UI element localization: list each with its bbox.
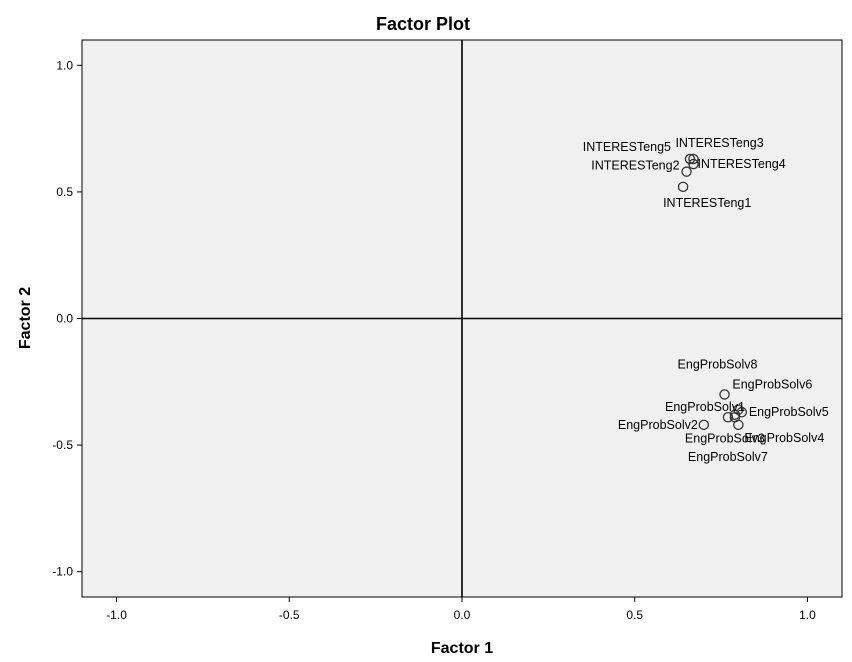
point-label: INTERESTeng4 (697, 157, 785, 171)
point-marker (719, 389, 730, 400)
point-marker (684, 153, 696, 165)
x-tick-label: 0.5 (626, 608, 643, 622)
point-marker (681, 166, 692, 177)
point-label: INTERESTeng2 (591, 159, 679, 173)
point-marker (736, 406, 748, 418)
point-marker (729, 411, 741, 423)
point-marker (722, 411, 734, 423)
point-label: EngProbSolv6 (732, 378, 812, 392)
x-axis-label: Factor 1 (431, 640, 493, 657)
point-marker (698, 419, 710, 431)
point-label: EngProbSolv5 (749, 405, 829, 419)
point-label: INTERESTeng5 (583, 140, 671, 154)
y-tick-label: 0.5 (56, 185, 73, 199)
point-label: INTERESTeng3 (675, 136, 763, 150)
x-tick-label: 1.0 (799, 608, 816, 622)
point-marker (677, 181, 689, 193)
y-tick-label: 1.0 (56, 58, 73, 72)
point-label: EngProbSolv8 (678, 357, 758, 371)
point-label: EngProbSolv1 (665, 400, 745, 414)
point-label: EngProbSolv4 (744, 431, 824, 445)
point-label: EngProbSolv2 (618, 418, 698, 432)
y-tick-label: -1.0 (52, 565, 73, 579)
y-axis-label: Factor 2 (17, 287, 34, 349)
y-tick-label: -0.5 (52, 438, 73, 452)
y-tick-label: 0.0 (56, 312, 73, 326)
x-tick-label: -0.5 (279, 608, 300, 622)
point-label: EngProbSolv7 (688, 450, 768, 464)
point-label: INTERESTeng1 (663, 196, 751, 210)
x-tick-label: -1.0 (106, 608, 127, 622)
x-tick-label: 0.0 (454, 608, 471, 622)
point-marker (688, 153, 699, 165)
point-label: EngProbSolv3 (685, 432, 765, 446)
chart-title: Factor Plot (376, 14, 470, 34)
